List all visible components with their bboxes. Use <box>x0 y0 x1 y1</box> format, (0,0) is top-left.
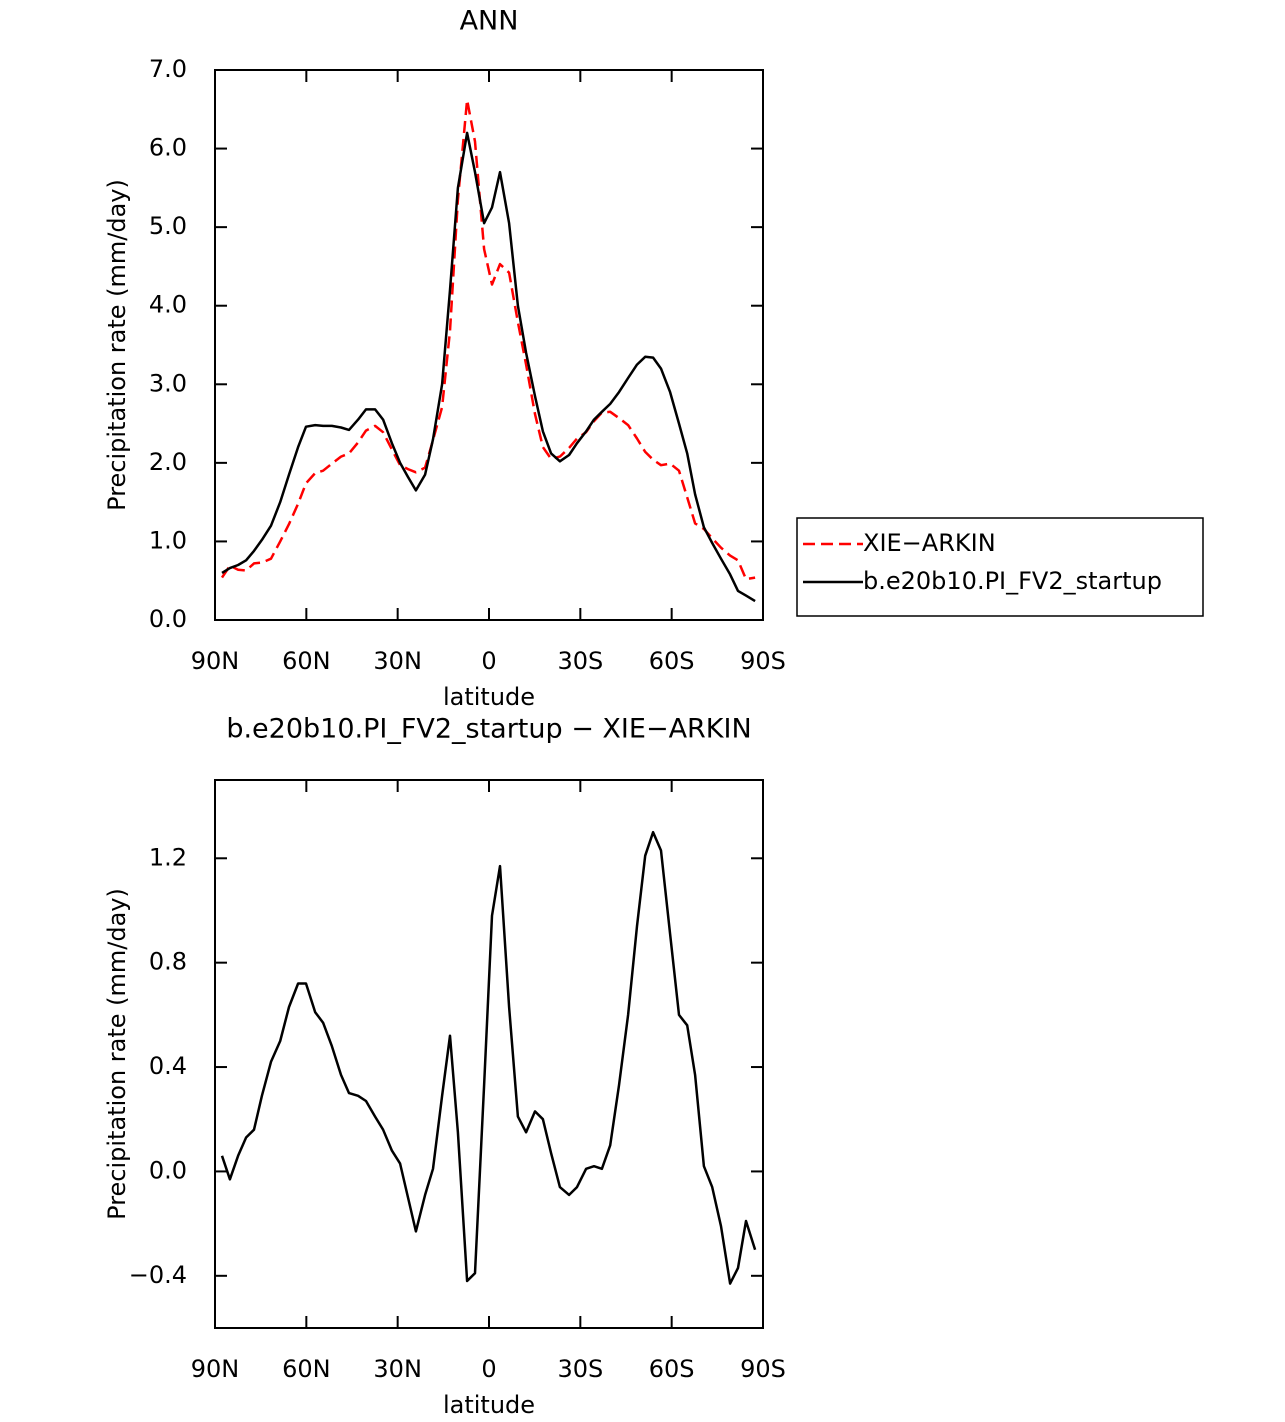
chart-title: b.e20b10.PI_FV2_startup − XIE−ARKIN <box>226 714 751 745</box>
y-tick-label: 3.0 <box>149 369 187 397</box>
y-tick-label: 6.0 <box>149 134 187 162</box>
x-tick-label: 90N <box>191 647 240 675</box>
x-tick-label: 60N <box>282 1355 331 1383</box>
y-tick-label: 2.0 <box>149 448 187 476</box>
y-axis-label: Precipitation rate (mm/day) <box>103 888 131 1220</box>
legend-box <box>796 517 1204 617</box>
y-tick-label: −0.4 <box>129 1261 187 1289</box>
x-tick-label: 60N <box>282 647 331 675</box>
x-tick-label: 90S <box>740 647 786 675</box>
y-tick-label: 5.0 <box>149 212 187 240</box>
x-tick-label: 30S <box>557 647 603 675</box>
x-axis-label: latitude <box>443 683 535 711</box>
x-tick-label: 30N <box>373 647 422 675</box>
y-tick-label: 0.0 <box>149 605 187 633</box>
x-tick-label: 90N <box>191 1355 240 1383</box>
data-line <box>220 98 756 581</box>
y-tick-label: 0.8 <box>149 948 187 976</box>
x-tick-label: 30S <box>557 1355 603 1383</box>
legend-label: XIE−ARKIN <box>863 529 996 557</box>
chart-title: ANN <box>460 6 519 37</box>
plot-frame <box>214 779 764 1329</box>
data-line <box>221 131 756 603</box>
y-tick-label: 0.4 <box>149 1052 187 1080</box>
legend-label: b.e20b10.PI_FV2_startup <box>863 567 1162 595</box>
plot-frame <box>214 69 764 621</box>
x-tick-label: 60S <box>649 1355 695 1383</box>
x-tick-label: 30N <box>373 1355 422 1383</box>
x-tick-label: 0 <box>481 647 496 675</box>
y-tick-label: 7.0 <box>149 55 187 83</box>
x-axis-label: latitude <box>443 1391 535 1419</box>
y-tick-label: 1.0 <box>149 526 187 554</box>
y-tick-label: 1.2 <box>149 843 187 871</box>
x-tick-label: 90S <box>740 1355 786 1383</box>
y-axis-label: Precipitation rate (mm/day) <box>103 179 131 511</box>
x-tick-label: 0 <box>481 1355 496 1383</box>
y-tick-label: 4.0 <box>149 291 187 319</box>
x-tick-label: 60S <box>649 647 695 675</box>
y-tick-label: 0.0 <box>149 1156 187 1184</box>
data-line <box>220 830 757 1285</box>
